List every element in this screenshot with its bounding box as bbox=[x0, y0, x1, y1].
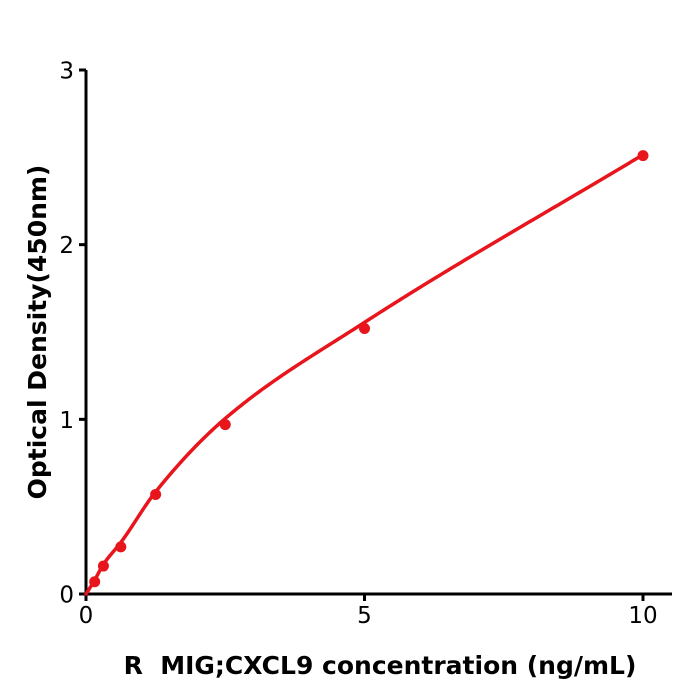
y-axis-title: Optical Density(450nm) bbox=[23, 165, 52, 500]
fitted-curve-line bbox=[84, 152, 645, 596]
y-tick-label: 3 bbox=[59, 58, 74, 84]
y-tick-label: 2 bbox=[59, 233, 74, 259]
data-point bbox=[637, 150, 649, 162]
x-tick-label: 5 bbox=[357, 603, 372, 629]
x-axis-title: R MIG;CXCL9 concentration (ng/mL) bbox=[124, 651, 637, 680]
data-point bbox=[97, 560, 109, 572]
x-tick-label: 0 bbox=[79, 603, 94, 629]
data-point bbox=[115, 541, 127, 553]
x-tick-label: 10 bbox=[628, 603, 657, 629]
plot-layer: 0 1 2 3 0 5 10 bbox=[59, 58, 672, 629]
y-tick-label: 0 bbox=[59, 583, 74, 609]
data-point bbox=[89, 576, 101, 588]
data-point bbox=[359, 323, 370, 335]
data-point bbox=[219, 419, 231, 431]
y-tick-label: 1 bbox=[59, 408, 74, 434]
data-point bbox=[150, 488, 162, 500]
